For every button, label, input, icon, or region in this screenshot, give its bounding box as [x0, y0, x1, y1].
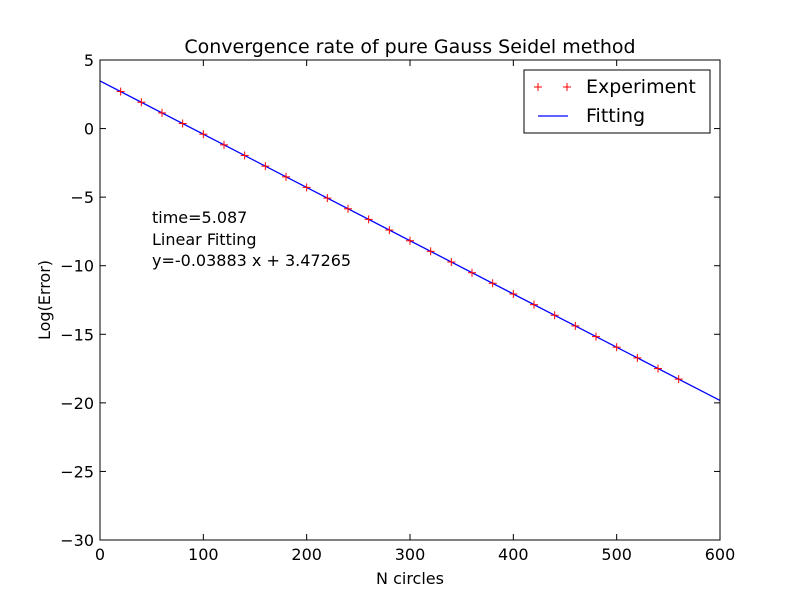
series-layer [99, 80, 721, 402]
annotation-equation: y=-0.03883 x + 3.47265 [152, 251, 351, 270]
experiment-point [674, 375, 683, 384]
experiment-point [282, 172, 290, 181]
experiment-point [426, 247, 435, 256]
experiment-point [633, 353, 642, 362]
ticks-layer [99, 59, 721, 541]
experiment-point [364, 215, 373, 224]
annotation-method: Linear Fitting [152, 230, 257, 249]
y-tick-label: 5 [84, 51, 94, 70]
x-tick-label: 200 [291, 545, 322, 564]
axes-background [100, 60, 720, 540]
legend-swatch-experiment [534, 83, 571, 91]
experiment-point [116, 87, 125, 96]
experiment-point [468, 268, 476, 277]
experiment-point [571, 321, 580, 330]
experiment-point [385, 226, 394, 235]
y-axis-label: Log(Error) [35, 260, 54, 340]
x-tick-label: 600 [705, 545, 736, 564]
legend-box [523, 69, 711, 134]
y-tick-label: −25 [60, 462, 94, 481]
plot-area [99, 59, 721, 541]
x-tick-label: 300 [395, 545, 426, 564]
experiment-point [302, 183, 311, 192]
chart-title: Convergence rate of pure Gauss Seidel me… [184, 36, 635, 58]
experiment-point [550, 311, 559, 320]
experiment-point [158, 108, 166, 117]
experiment-point [137, 98, 146, 107]
x-tick-label: 400 [498, 545, 529, 564]
y-tick-label: 0 [84, 120, 94, 139]
y-tick-label: −5 [70, 188, 94, 207]
annotation-time: time=5.087 [152, 208, 247, 227]
y-tick-label: −30 [60, 531, 94, 550]
experiment-point [509, 289, 518, 298]
legend-label-fitting: Fitting [586, 105, 645, 127]
experiment-point [406, 236, 414, 245]
experiment-point [612, 343, 621, 352]
experiment-point [199, 130, 208, 139]
experiment-point [654, 364, 662, 373]
x-tick-label: 0 [95, 545, 105, 564]
legend: Experiment Fitting [523, 69, 711, 134]
experiment-point [488, 279, 497, 288]
tick-labels-layer: 0 100 200 300 400 500 600 5 0 −5 −10 −15 −20 −25 −30 [60, 51, 735, 564]
experiment-point [240, 151, 249, 160]
experiment-point [344, 204, 352, 213]
legend-label-experiment: Experiment [586, 76, 696, 98]
experiment-point [592, 332, 600, 341]
experiment-point [530, 300, 538, 309]
experiment-point [447, 258, 456, 267]
experiment-point [178, 119, 187, 128]
experiment-point [261, 162, 270, 171]
x-tick-label: 100 [188, 545, 219, 564]
y-tick-label: −20 [60, 394, 94, 413]
annotation-block: time=5.087 Linear Fitting y=-0.03883 x +… [152, 208, 351, 270]
experiment-point [323, 194, 332, 203]
experiment-point [220, 140, 228, 149]
y-tick-label: −15 [60, 325, 94, 344]
x-tick-label: 500 [601, 545, 632, 564]
y-tick-label: −10 [60, 257, 94, 276]
x-axis-label: N circles [376, 569, 444, 588]
